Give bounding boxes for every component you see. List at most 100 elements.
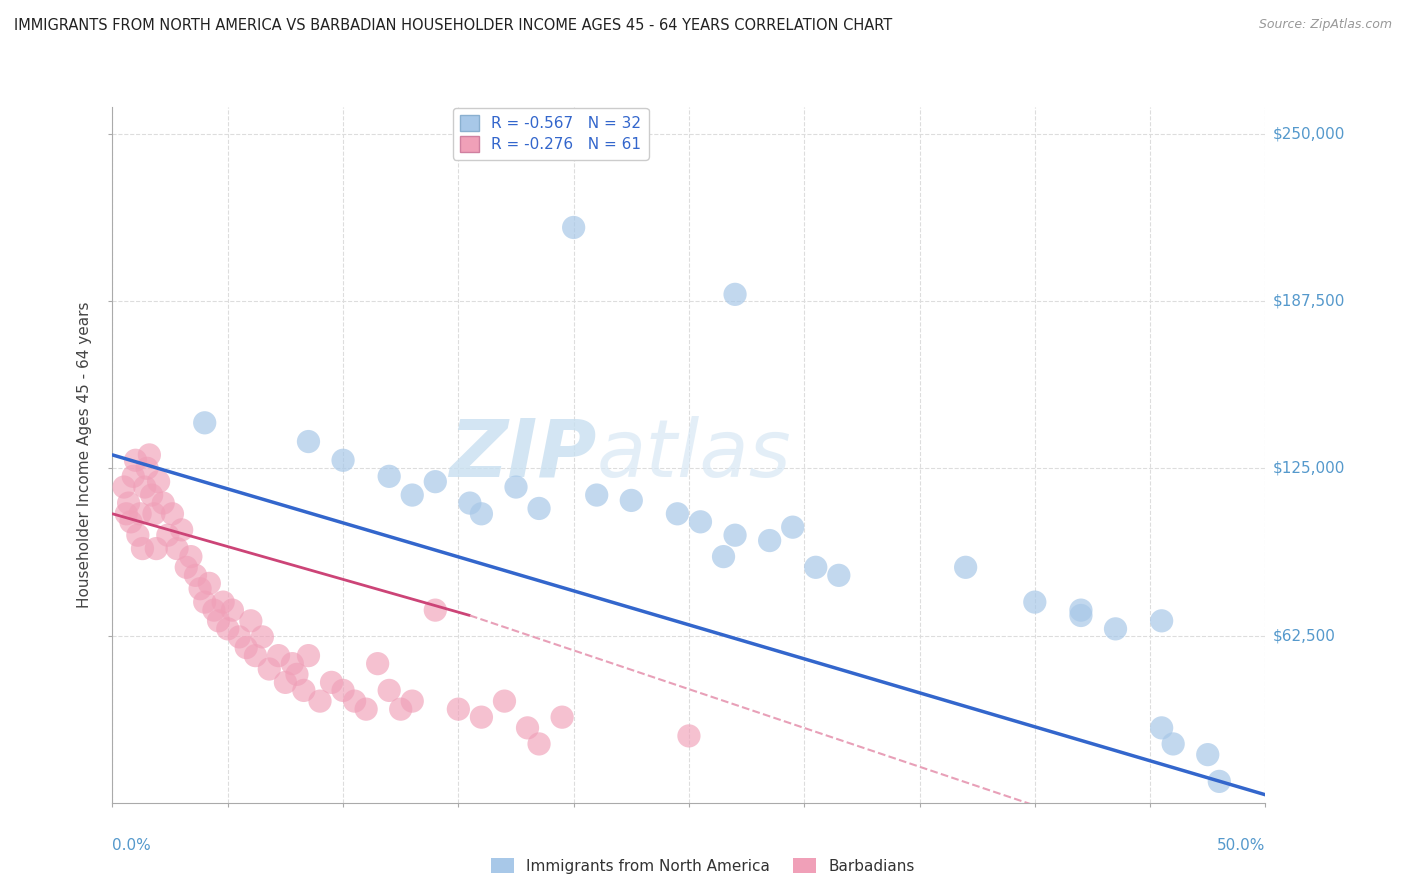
Point: [148, 475, 170, 489]
Point: [458, 496, 481, 510]
Point: [378, 683, 401, 698]
Point: [174, 560, 197, 574]
Text: ZIP: ZIP: [450, 416, 596, 494]
Point: [285, 667, 308, 681]
Point: [354, 702, 377, 716]
Point: [1070, 608, 1092, 623]
Point: [180, 549, 202, 564]
Point: [1070, 603, 1092, 617]
Point: [758, 533, 780, 548]
Point: [401, 488, 423, 502]
Text: $125,000: $125,000: [1272, 461, 1344, 475]
Point: [527, 737, 550, 751]
Point: [145, 541, 167, 556]
Point: [162, 507, 184, 521]
Point: [170, 523, 193, 537]
Point: [1208, 774, 1230, 789]
Point: [267, 648, 290, 663]
Point: [274, 675, 297, 690]
Text: $62,500: $62,500: [1272, 628, 1336, 643]
Point: [620, 493, 643, 508]
Point: [207, 614, 229, 628]
Point: [259, 662, 281, 676]
Point: [1024, 595, 1046, 609]
Point: [292, 683, 315, 698]
Point: [1161, 737, 1184, 751]
Point: [152, 496, 174, 510]
Point: [112, 480, 135, 494]
Point: [122, 469, 145, 483]
Point: [527, 501, 550, 516]
Point: [332, 683, 354, 698]
Point: [156, 528, 179, 542]
Text: $187,500: $187,500: [1272, 293, 1344, 309]
Legend: R = -0.567   N = 32, R = -0.276   N = 61: R = -0.567 N = 32, R = -0.276 N = 61: [453, 108, 648, 160]
Point: [713, 549, 735, 564]
Point: [136, 461, 159, 475]
Point: [678, 729, 700, 743]
Point: [115, 507, 138, 521]
Point: [141, 488, 163, 502]
Point: [281, 657, 304, 671]
Point: [378, 469, 401, 483]
Point: [343, 694, 366, 708]
Point: [120, 515, 142, 529]
Point: [217, 622, 239, 636]
Point: [1197, 747, 1219, 762]
Point: [134, 480, 156, 494]
Point: [782, 520, 804, 534]
Point: [194, 416, 217, 430]
Point: [689, 515, 711, 529]
Point: [124, 453, 146, 467]
Point: [309, 694, 332, 708]
Point: [127, 528, 149, 542]
Point: [562, 220, 585, 235]
Text: 50.0%: 50.0%: [1218, 838, 1265, 854]
Point: [1150, 614, 1173, 628]
Point: [401, 694, 423, 708]
Point: [117, 496, 139, 510]
Text: atlas: atlas: [596, 416, 792, 494]
Point: [198, 576, 221, 591]
Point: [1150, 721, 1173, 735]
Point: [505, 480, 527, 494]
Point: [321, 675, 343, 690]
Point: [202, 603, 225, 617]
Point: [585, 488, 607, 502]
Point: [551, 710, 574, 724]
Point: [184, 568, 207, 582]
Point: [297, 434, 319, 449]
Point: [447, 702, 470, 716]
Point: [470, 507, 492, 521]
Point: [297, 648, 319, 663]
Point: [194, 595, 217, 609]
Legend: Immigrants from North America, Barbadians: Immigrants from North America, Barbadian…: [485, 852, 921, 880]
Point: [516, 721, 538, 735]
Point: [228, 630, 250, 644]
Point: [129, 507, 152, 521]
Point: [389, 702, 412, 716]
Point: [143, 507, 166, 521]
Point: [166, 541, 188, 556]
Point: [828, 568, 851, 582]
Point: [1104, 622, 1126, 636]
Point: [239, 614, 262, 628]
Text: Source: ZipAtlas.com: Source: ZipAtlas.com: [1258, 18, 1392, 31]
Point: [724, 287, 747, 301]
Point: [425, 603, 447, 617]
Text: IMMIGRANTS FROM NORTH AMERICA VS BARBADIAN HOUSEHOLDER INCOME AGES 45 - 64 YEARS: IMMIGRANTS FROM NORTH AMERICA VS BARBADI…: [14, 18, 893, 33]
Point: [494, 694, 516, 708]
Point: [332, 453, 354, 467]
Y-axis label: Householder Income Ages 45 - 64 years: Householder Income Ages 45 - 64 years: [77, 301, 93, 608]
Point: [245, 648, 267, 663]
Text: $250,000: $250,000: [1272, 127, 1344, 141]
Point: [131, 541, 153, 556]
Point: [235, 640, 257, 655]
Point: [212, 595, 235, 609]
Point: [666, 507, 689, 521]
Point: [252, 630, 274, 644]
Point: [425, 475, 447, 489]
Point: [804, 560, 827, 574]
Text: 0.0%: 0.0%: [112, 838, 152, 854]
Point: [367, 657, 389, 671]
